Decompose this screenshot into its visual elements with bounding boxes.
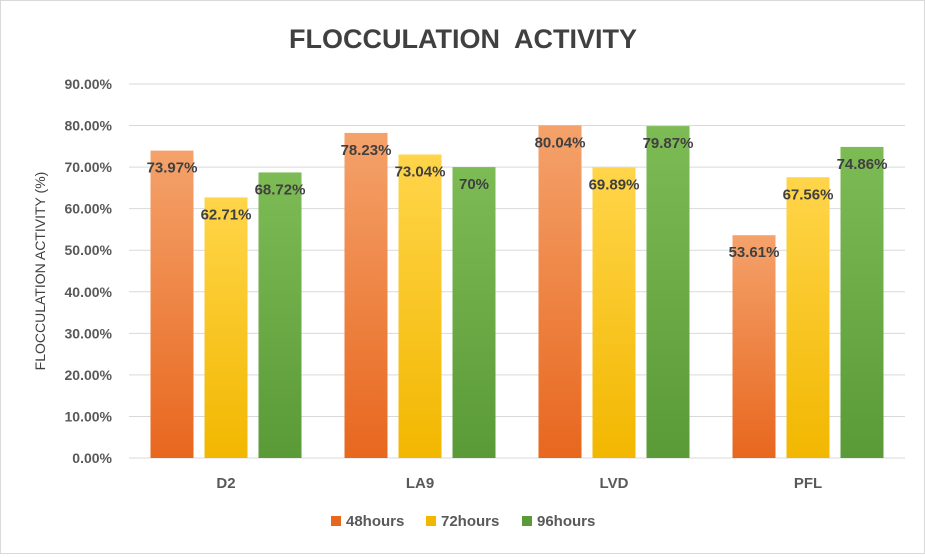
data-label: 73.97% xyxy=(147,160,198,177)
y-axis-ticks: 0.00% 10.00% 20.00% 30.00% 40.00% 50.00% 60.00… xyxy=(65,76,113,466)
bar-96hours-LA9 xyxy=(452,167,496,458)
data-label: 53.61% xyxy=(729,244,780,261)
gridlines xyxy=(129,83,905,459)
x-tick-label: LVD xyxy=(600,475,629,492)
bar-72hours-LVD xyxy=(592,167,636,458)
y-axis-title: FLOCCULATION ACTIVITY (%) xyxy=(32,172,48,371)
data-labels: 73.97% 62.71%68.72% 78.23%73.04% 70% 80.04% 6… xyxy=(147,134,888,261)
data-label: 74.86% xyxy=(837,156,888,173)
y-tick-label: 40.00% xyxy=(65,284,113,300)
bar-96hours-PFL xyxy=(840,146,884,459)
legend-swatch-48hours xyxy=(331,516,341,526)
data-label: 69.89% xyxy=(589,177,640,194)
chart-title: FLOCCULATION ACTIVITY xyxy=(289,24,637,54)
legend: 48hours 72hours 96hours xyxy=(331,513,595,530)
y-tick-label: 0.00% xyxy=(72,450,112,466)
data-label: 78.23% xyxy=(341,142,392,159)
data-label: 67.56% xyxy=(783,186,834,203)
bars xyxy=(150,125,884,459)
y-tick-label: 60.00% xyxy=(65,201,113,217)
data-label: 73.04% xyxy=(395,163,446,180)
bar-48hours-LA9 xyxy=(344,132,388,458)
x-tick-label: D2 xyxy=(216,475,235,492)
bar-72hours-D2 xyxy=(204,197,248,459)
bar-72hours-LA9 xyxy=(398,154,442,459)
data-label: 62.71% xyxy=(201,206,252,223)
y-tick-label: 90.00% xyxy=(65,76,113,92)
y-tick-label: 10.00% xyxy=(65,408,113,424)
y-tick-label: 30.00% xyxy=(65,325,113,341)
bar-72hours-PFL xyxy=(786,177,830,458)
data-label: 68.72% xyxy=(255,181,306,198)
y-tick-label: 50.00% xyxy=(65,242,113,258)
y-tick-label: 20.00% xyxy=(65,367,113,383)
bar-96hours-LVD xyxy=(646,126,690,459)
x-axis-ticks: D2 LA9 LVD PFL xyxy=(216,475,822,492)
legend-swatch-72hours xyxy=(426,516,436,526)
legend-label-48hours: 48hours xyxy=(346,513,404,530)
bar-48hours-D2 xyxy=(150,150,194,458)
legend-swatch-96hours xyxy=(522,516,532,526)
y-tick-label: 70.00% xyxy=(65,159,113,175)
y-tick-label: 80.00% xyxy=(65,118,113,134)
data-label: 70% xyxy=(459,176,489,193)
bar-48hours-LVD xyxy=(538,125,582,458)
x-tick-label: LA9 xyxy=(406,475,434,492)
bar-96hours-D2 xyxy=(258,172,302,458)
legend-label-72hours: 72hours xyxy=(441,513,499,530)
data-label: 80.04% xyxy=(535,134,586,151)
legend-label-96hours: 96hours xyxy=(537,513,595,530)
x-tick-label: PFL xyxy=(794,475,822,492)
data-label: 79.87% xyxy=(643,135,694,152)
bar-48hours-PFL xyxy=(732,235,776,458)
